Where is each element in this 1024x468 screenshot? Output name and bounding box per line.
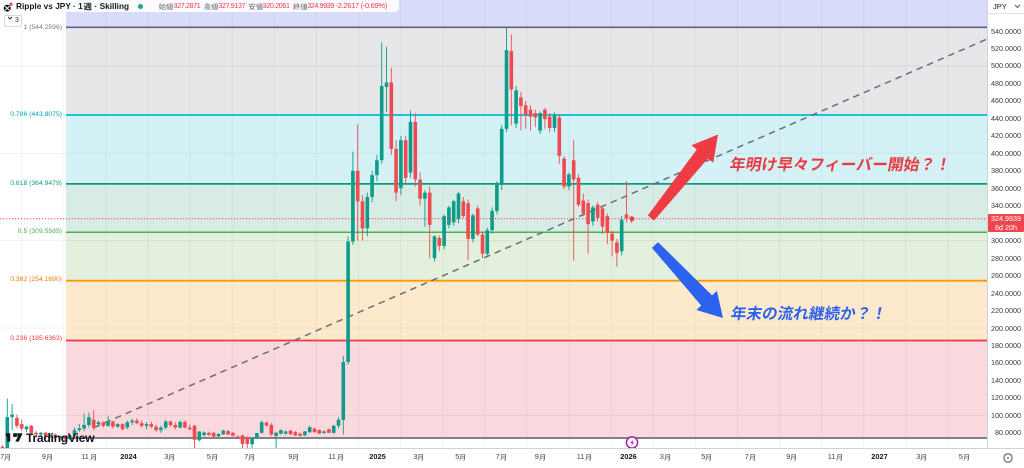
svg-text:TradingView: TradingView (26, 431, 95, 445)
